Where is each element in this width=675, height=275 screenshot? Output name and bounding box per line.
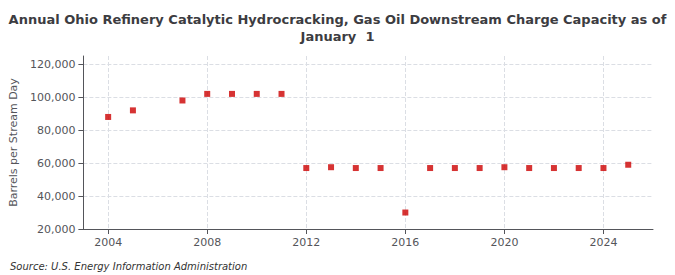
svg-text:2024: 2024 [589,236,617,249]
svg-text:2012: 2012 [292,236,320,249]
svg-text:Annual Ohio Refinery Catalytic: Annual Ohio Refinery Catalytic Hydrocrac… [9,12,667,27]
svg-text:Source: U.S. Energy Informatio: Source: U.S. Energy Information Administ… [10,261,247,272]
svg-text:2020: 2020 [490,236,518,249]
svg-text:80,000: 80,000 [37,124,76,137]
svg-text:60,000: 60,000 [37,157,76,170]
svg-text:2004: 2004 [94,236,122,249]
svg-text:20,000: 20,000 [37,223,76,236]
svg-text:2008: 2008 [193,236,221,249]
svg-text:40,000: 40,000 [37,190,76,203]
svg-text:January 1: January 1 [300,29,375,44]
svg-text:Barrels per Stream Day: Barrels per Stream Day [7,78,20,207]
svg-text:120,000: 120,000 [30,58,76,71]
svg-text:100,000: 100,000 [30,91,76,104]
svg-text:2016: 2016 [391,236,419,249]
